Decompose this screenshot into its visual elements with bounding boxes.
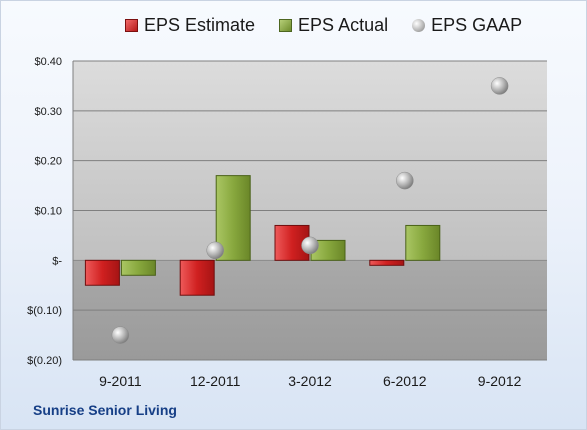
x-tick-label: 9-2012 bbox=[478, 373, 522, 389]
y-tick-label: $0.20 bbox=[34, 156, 62, 168]
company-name: Sunrise Senior Living bbox=[33, 402, 177, 418]
bar-eps-actual-9-2011 bbox=[120, 259, 156, 276]
marker-eps-gaap-12-2011 bbox=[206, 241, 224, 260]
legend-label-eps-gaap: EPS GAAP bbox=[431, 15, 523, 35]
bar-eps-estimate-9-2011 bbox=[84, 259, 120, 286]
x-tick-label: 3-2012 bbox=[288, 373, 332, 389]
chart-legend: EPS Estimate EPS Actual EPS GAAP bbox=[125, 15, 522, 36]
bar-eps-estimate-6-2012 bbox=[369, 259, 405, 266]
legend-item-eps-gaap: EPS GAAP bbox=[412, 15, 522, 36]
x-tick-label: 12-2011 bbox=[190, 373, 241, 389]
y-tick-label: $0.40 bbox=[34, 56, 62, 68]
y-tick-label: $0.30 bbox=[34, 106, 62, 118]
legend-item-eps-actual: EPS Actual bbox=[279, 15, 388, 36]
y-tick-label: $- bbox=[52, 255, 62, 267]
legend-item-eps-estimate: EPS Estimate bbox=[125, 15, 255, 36]
marker-eps-gaap-9-2012 bbox=[490, 77, 509, 95]
y-tick-label: $(0.10) bbox=[27, 305, 62, 317]
x-tick-label: 9-2011 bbox=[99, 373, 142, 389]
bar-eps-estimate-12-2011 bbox=[179, 259, 215, 296]
legend-swatch-eps-estimate bbox=[125, 19, 138, 32]
y-tick-label: $0.10 bbox=[34, 206, 62, 218]
marker-eps-gaap-9-2011 bbox=[111, 326, 130, 344]
marker-eps-gaap-3-2012 bbox=[301, 236, 319, 255]
legend-label-eps-estimate: EPS Estimate bbox=[144, 15, 256, 35]
legend-swatch-eps-actual bbox=[279, 19, 293, 32]
legend-label-eps-actual: EPS Actual bbox=[298, 15, 389, 35]
y-tick-label: $(0.20) bbox=[27, 355, 62, 367]
x-tick-label: 6-2012 bbox=[383, 373, 427, 389]
marker-eps-gaap-6-2012 bbox=[396, 171, 414, 190]
legend-swatch-eps-gaap bbox=[412, 19, 426, 32]
bar-eps-actual-6-2012 bbox=[405, 224, 441, 261]
